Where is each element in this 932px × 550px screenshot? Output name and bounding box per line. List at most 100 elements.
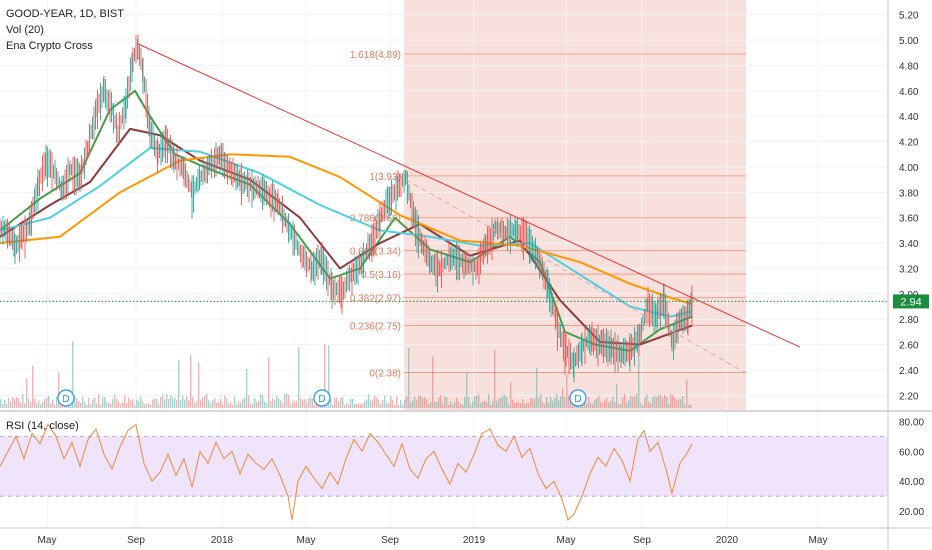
volume-bar [480, 402, 482, 408]
volume-bar [204, 396, 206, 408]
volume-bar [470, 404, 472, 408]
volume-bar [360, 403, 362, 408]
volume-bar [84, 401, 86, 408]
volume-bar [362, 403, 364, 408]
volume-bar [542, 402, 544, 408]
volume-bar [308, 398, 310, 408]
symbol-title[interactable]: GOOD-YEAR, 1D, BIST [6, 8, 124, 20]
volume-bar [502, 395, 504, 408]
volume-bar [290, 403, 292, 408]
volume-bar [504, 394, 506, 408]
volume-bar [406, 395, 408, 408]
volume-bar [540, 394, 542, 408]
volume-bar [658, 394, 660, 408]
volume-bar [670, 393, 672, 408]
volume-bar [120, 404, 122, 408]
volume-bar [314, 404, 316, 408]
volume-bar [468, 397, 470, 408]
volume-bar [680, 399, 682, 408]
volume-bar [366, 399, 368, 408]
volume-bar [174, 397, 176, 408]
volume-bar [378, 399, 380, 408]
volume-bar [534, 397, 536, 408]
volume-bar [516, 401, 518, 408]
time-axis[interactable]: May Sep 2018 May Sep 2019 May Sep 2020 May [38, 535, 828, 546]
volume-bar [564, 397, 566, 408]
volume-bar [370, 400, 372, 408]
volume-bar [560, 396, 562, 408]
rsi-legend[interactable]: RSI (14, close) [6, 420, 79, 432]
volume-bar [652, 397, 654, 408]
volume-bar [424, 397, 426, 408]
rsi-axis[interactable]: 80.00 60.00 40.00 20.00 [899, 417, 924, 518]
price-tick-label: 3.80 [899, 188, 919, 199]
volume-bar [604, 400, 606, 408]
volume-bar [200, 400, 202, 408]
volume-bar [4, 399, 6, 408]
volume-bar [690, 404, 692, 408]
volume-bar [496, 400, 498, 408]
volume-bar [312, 399, 314, 408]
volume-bar [608, 402, 610, 408]
volume-bar [102, 396, 104, 408]
volume-bar [510, 382, 512, 408]
volume-bar [24, 403, 26, 408]
volume-bar [282, 403, 284, 408]
dividend-marker[interactable] [313, 389, 331, 407]
volume-bar [212, 399, 214, 408]
volume-bar [344, 404, 346, 408]
indicator-legend[interactable]: Ena Crypto Cross [6, 40, 93, 52]
volume-bar [432, 356, 434, 408]
volume-bar [594, 399, 596, 408]
volume-bar [606, 397, 608, 408]
volume-bar [350, 399, 352, 408]
volume-bar [544, 404, 546, 408]
volume-bar [446, 397, 448, 408]
volume-bar [272, 398, 274, 408]
trendlines[interactable] [137, 43, 801, 373]
volume-bar [154, 398, 156, 408]
volume-bar [506, 396, 508, 408]
volume-bar [144, 404, 146, 408]
volume-bar [296, 400, 298, 408]
dividend-marker[interactable] [57, 389, 75, 407]
dividend-marker[interactable] [569, 389, 587, 407]
volume-bar [14, 399, 16, 408]
volume-bar [668, 403, 670, 408]
trendline[interactable] [137, 43, 801, 348]
fib-level-label: 0.382(2.97) [350, 294, 401, 305]
volume-bar [340, 397, 342, 408]
volume-bar [618, 404, 620, 408]
volume-bar [592, 403, 594, 408]
volume-bar [222, 404, 224, 408]
volume-bar [94, 397, 96, 408]
volume-bar [276, 396, 278, 408]
volume-bar [336, 397, 338, 408]
volume-bar [92, 399, 94, 408]
volume-bar [146, 404, 148, 408]
volume-bar [412, 400, 414, 408]
volume-legend[interactable]: Vol (20) [6, 24, 44, 36]
price-tick-label: 4.00 [899, 163, 919, 174]
volume-bar [160, 397, 162, 408]
volume-bar [392, 400, 394, 408]
projection-line[interactable] [405, 179, 746, 373]
volume-bar [368, 394, 370, 408]
volume-bar [184, 399, 186, 408]
volume-bar [332, 404, 334, 408]
volume-bar [274, 400, 276, 408]
volume-bar [40, 404, 42, 408]
volume-bar [554, 398, 556, 408]
volume-bar [126, 403, 128, 408]
volume-bar [116, 399, 118, 408]
volume-bar [390, 395, 392, 408]
price-axis[interactable]: 5.20 5.00 4.80 4.60 4.40 4.20 4.00 3.80 3.60 3.40… [899, 11, 919, 403]
volume-bar [122, 402, 124, 408]
volume-bar [26, 378, 28, 408]
volume-bar [562, 387, 564, 408]
volume-bar [466, 372, 468, 408]
volume-bar [414, 396, 416, 408]
fib-level-label: 1(3.93) [369, 172, 401, 183]
dividend-markers[interactable]: D D D [57, 389, 587, 407]
